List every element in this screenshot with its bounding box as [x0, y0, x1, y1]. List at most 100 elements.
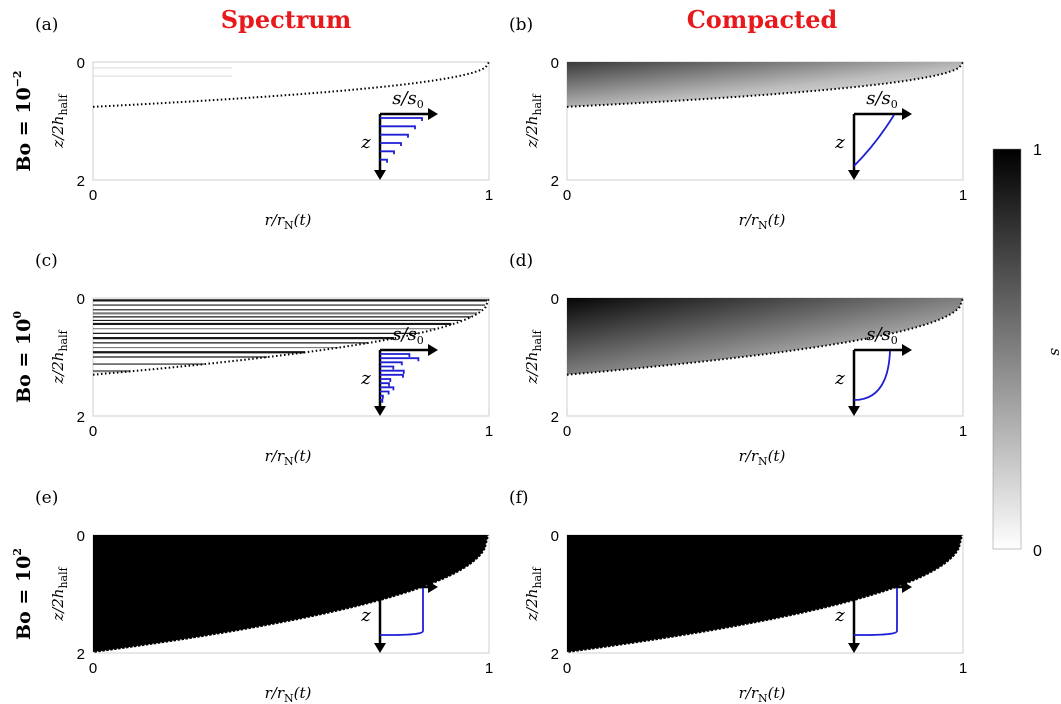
- x-tick-1: 1: [485, 187, 493, 204]
- inset-y-label: z: [834, 605, 845, 626]
- x-axis-label: r/rN(t): [265, 211, 312, 232]
- inset-profile: s/s0 z: [360, 324, 438, 416]
- x-tick-0: 0: [89, 187, 97, 204]
- y-axis-label: z/2hhalf: [49, 93, 70, 148]
- y-tick-0: 0: [77, 528, 85, 545]
- inset-x-label: s/s0: [866, 561, 898, 584]
- panel-letter: (c): [35, 251, 58, 271]
- y-tick-0: 0: [551, 291, 559, 308]
- row-labels: Bo = 10−2 Bo = 100 Bo = 102: [11, 70, 35, 640]
- y-axis-label: z/2hhalf: [49, 566, 70, 621]
- saturation-region: [567, 62, 963, 107]
- x-tick-1: 1: [485, 423, 493, 440]
- inset-profile: s/s0 z: [834, 88, 912, 180]
- panel-letter: (d): [509, 251, 533, 271]
- inset-x-label: s/s0: [866, 88, 898, 111]
- inset-x-arrow: [428, 581, 438, 593]
- inset-y-label: z: [834, 368, 845, 389]
- y-tick-2: 2: [77, 646, 85, 663]
- x-tick-1: 1: [959, 187, 967, 204]
- x-axis-label: r/rN(t): [265, 684, 312, 704]
- y-tick-0: 0: [551, 55, 559, 72]
- y-axis-label: z/2hhalf: [49, 329, 70, 384]
- column-title-compacted: Compacted: [687, 5, 838, 34]
- x-tick-0: 0: [563, 423, 571, 440]
- y-tick-0: 0: [551, 528, 559, 545]
- panel-letter: (e): [35, 488, 58, 508]
- inset-x-label: s/s0: [392, 88, 424, 111]
- front-curve: [566, 297, 964, 376]
- saturated-region: [93, 535, 489, 653]
- x-axis-label: r/rN(t): [739, 211, 786, 232]
- x-tick-0: 0: [563, 660, 571, 677]
- inset-x-arrow: [428, 344, 438, 356]
- y-axis-label: z/2hhalf: [523, 93, 544, 148]
- row-label-0: Bo = 10−2: [11, 70, 35, 171]
- inset-curve: [380, 117, 423, 163]
- inset-curve: [380, 588, 424, 636]
- x-axis-label: r/rN(t): [265, 447, 312, 468]
- colorbar-label: s: [1047, 348, 1061, 356]
- saturated-region: [567, 535, 963, 653]
- x-axis-label: r/rN(t): [739, 447, 786, 468]
- x-tick-1: 1: [485, 660, 493, 677]
- inset-y-label: z: [360, 605, 371, 626]
- inset-curve: [854, 588, 898, 636]
- y-tick-2: 2: [551, 646, 559, 663]
- inset-curve: [380, 353, 420, 403]
- inset-curve: [853, 350, 891, 401]
- inset-profile: s/s0 z: [360, 88, 438, 180]
- inset-y-arrow: [374, 170, 386, 180]
- y-tick-0: 0: [77, 55, 85, 72]
- column-title-spectrum: Spectrum: [221, 5, 352, 34]
- inset-x-arrow: [428, 108, 438, 120]
- inset-x-arrow: [902, 108, 912, 120]
- inset-x-label: s/s0: [392, 324, 424, 347]
- inset-x-label: s/s0: [392, 561, 424, 584]
- y-tick-2: 2: [77, 409, 85, 426]
- front-curve: [92, 297, 490, 376]
- y-tick-2: 2: [551, 409, 559, 426]
- colorbar-gradient: [992, 148, 1022, 550]
- y-tick-2: 2: [551, 173, 559, 190]
- x-tick-0: 0: [89, 423, 97, 440]
- inset-curve: [853, 114, 895, 167]
- x-tick-0: 0: [563, 187, 571, 204]
- row-label-2: Bo = 102: [11, 548, 35, 640]
- panel-letter: (b): [509, 15, 533, 35]
- y-axis-label: z/2hhalf: [523, 566, 544, 621]
- inset-x-arrow: [902, 581, 912, 593]
- inset-y-arrow: [848, 406, 860, 416]
- inset-y-arrow: [374, 643, 386, 653]
- y-tick-0: 0: [77, 291, 85, 308]
- x-tick-0: 0: [89, 660, 97, 677]
- inset-profile: s/s0 z: [360, 561, 438, 653]
- inset-y-arrow: [374, 406, 386, 416]
- row-label-1: Bo = 100: [11, 311, 35, 403]
- inset-y-label: z: [360, 368, 371, 389]
- colorbar-tick-max: 1: [1033, 142, 1042, 159]
- colorbar: 1 0 s: [992, 142, 1061, 560]
- inset-profile: s/s0 z: [834, 561, 912, 653]
- y-axis-label: z/2hhalf: [523, 329, 544, 384]
- inset-y-label: z: [360, 132, 371, 153]
- inset-y-label: z: [834, 132, 845, 153]
- saturation-region: [567, 298, 963, 375]
- inset-profile: s/s0 z: [834, 324, 912, 416]
- x-axis-label: r/rN(t): [739, 684, 786, 704]
- inset-x-label: s/s0: [866, 324, 898, 347]
- colorbar-tick-min: 0: [1033, 543, 1042, 560]
- inset-x-arrow: [902, 344, 912, 356]
- x-tick-1: 1: [959, 660, 967, 677]
- panel-letter: (a): [35, 15, 58, 35]
- y-tick-2: 2: [77, 173, 85, 190]
- panel-letter: (f): [509, 488, 529, 508]
